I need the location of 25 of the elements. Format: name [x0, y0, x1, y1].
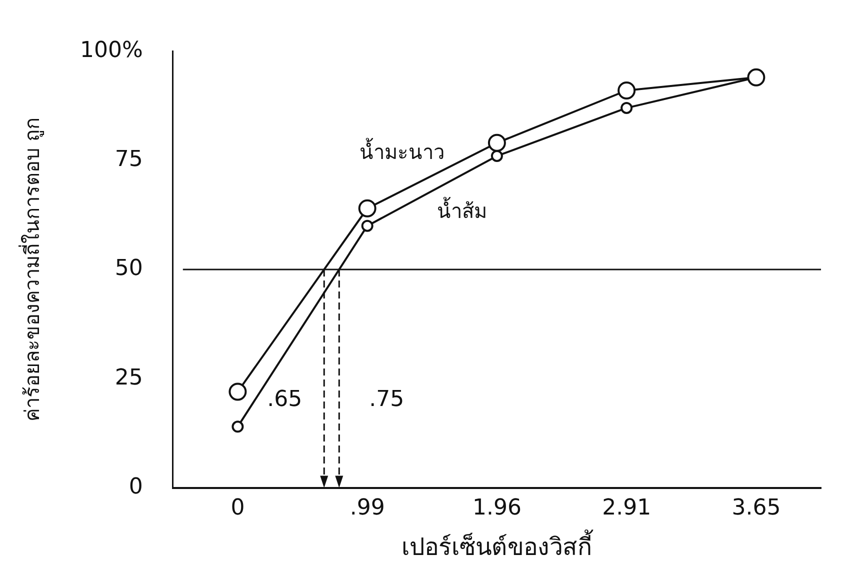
series-label: น้ำมะนาว [360, 138, 445, 164]
point [620, 102, 633, 114]
y-tick-label: 75 [114, 147, 143, 172]
point [228, 382, 247, 401]
x-tick-label: .99 [350, 496, 385, 521]
series-label: น้ำส้ม [437, 197, 488, 224]
y-tick-label: 50 [114, 256, 143, 282]
annotation: .65 [267, 387, 302, 412]
y-axis-title: ค่าร้อยละของความถี่ในการตอบ ถูก [18, 117, 46, 422]
x-tick-label: 0 [230, 496, 245, 521]
point [747, 68, 766, 86]
annotation: .75 [369, 387, 404, 412]
x-tick-label: 1.96 [472, 496, 522, 521]
y-tick-label: 0 [128, 474, 143, 500]
y-tick-label: 25 [114, 365, 143, 390]
point [358, 199, 376, 218]
x-tick-label: 2.91 [602, 496, 652, 521]
x-axis-title: เปอร์เซ็นต์ของวิสกี้ [401, 528, 594, 561]
point [488, 134, 506, 152]
point [232, 420, 244, 433]
x-tick-label: 3.65 [732, 496, 781, 521]
y-tick-label: 100% [80, 38, 143, 63]
point [361, 220, 374, 232]
point [618, 81, 636, 100]
point [490, 150, 503, 162]
